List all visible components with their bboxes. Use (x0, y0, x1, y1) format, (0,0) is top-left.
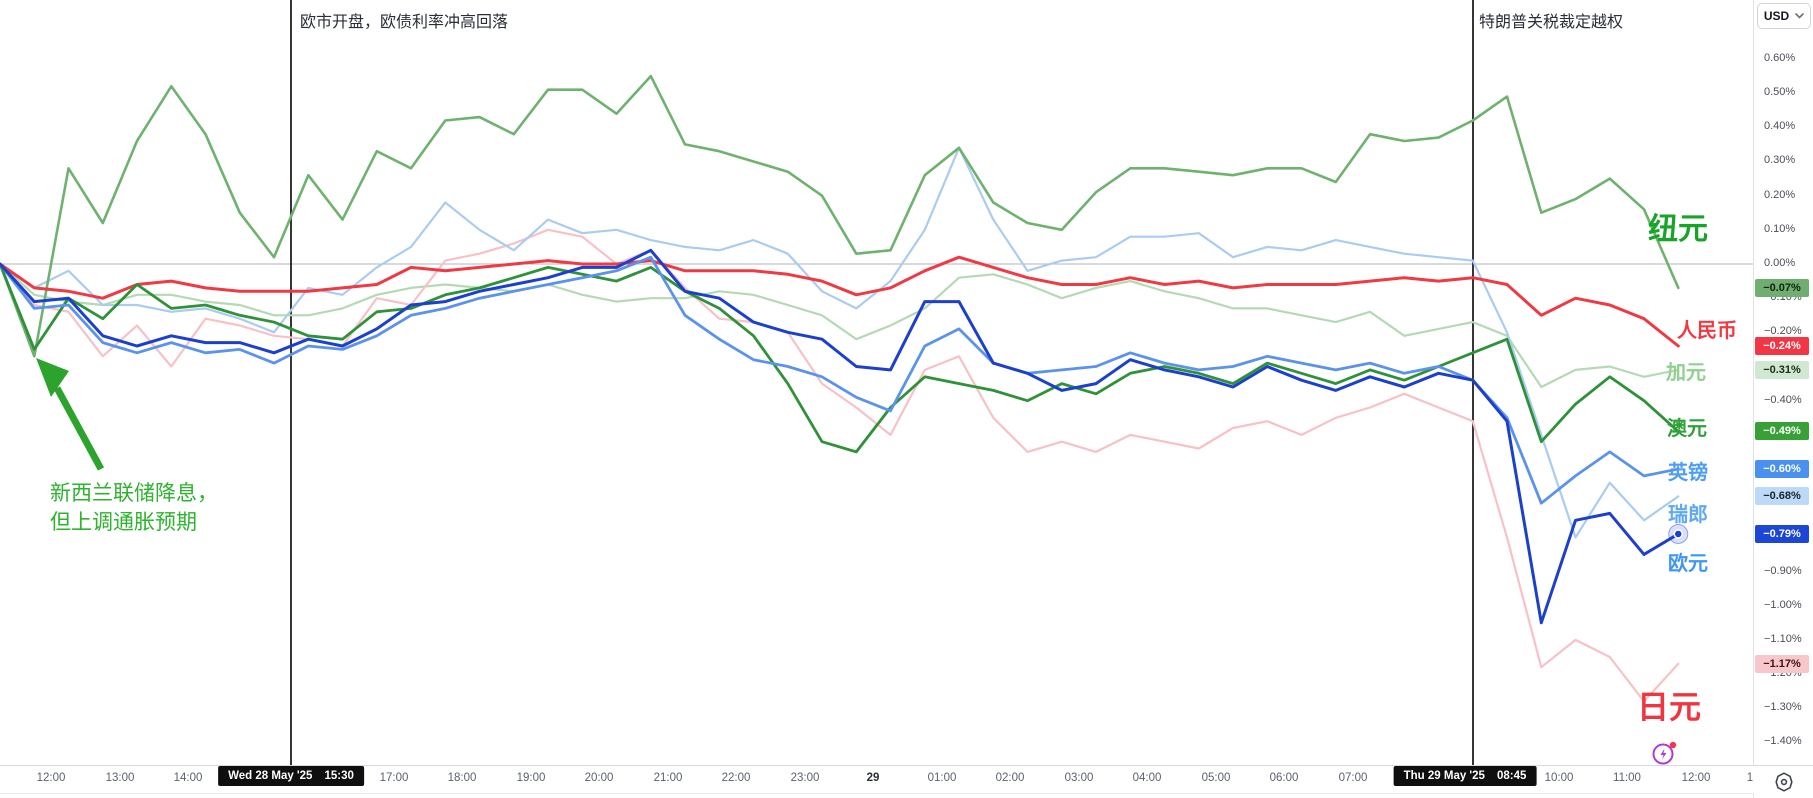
series-line-gbp[interactable] (0, 255, 1680, 505)
series-line-cad[interactable] (0, 262, 1680, 389)
series-line-jpy[interactable] (0, 228, 1680, 703)
quote-currency-dropdown[interactable]: USD (1757, 3, 1811, 29)
time-label: 01:00 (927, 772, 957, 784)
time-label: 14:00 (173, 772, 203, 784)
currency-label-eur: 欧元 (1668, 553, 1708, 575)
time-label: 12:00 (1681, 772, 1711, 784)
currency-label-aud: 澳元 (1667, 418, 1707, 440)
arrow-head-icon (36, 358, 69, 397)
last-value-badge-aud: −0.49% (1755, 422, 1809, 441)
price-tick-label: 0.00% (1764, 257, 1796, 269)
time-label: 18:00 (447, 772, 477, 784)
price-tick-label: −1.30% (1764, 701, 1802, 714)
series-line-cny[interactable] (0, 255, 1680, 348)
time-label: 1 (1746, 772, 1754, 784)
price-tick-label: −1.40% (1764, 735, 1802, 748)
flash-replay-icon[interactable] (1650, 738, 1680, 773)
series-line-eur[interactable] (0, 248, 1680, 625)
time-label: 06:00 (1269, 772, 1299, 784)
currency-label-cad: 加元 (1666, 362, 1706, 384)
time-label: 20:00 (584, 772, 614, 784)
eur-last-point-marker[interactable] (1673, 529, 1683, 539)
time-label: 05:00 (1201, 772, 1231, 784)
annotation-rbnz-note: 新西兰联储降息， 但上调通胀预期 (50, 480, 218, 538)
price-tick-label: −1.00% (1764, 598, 1802, 611)
price-tick-label: −0.40% (1764, 393, 1802, 406)
session-open-badge: Thu 29 May '25 08:45 (1393, 766, 1537, 786)
time-label: 03:00 (1064, 772, 1094, 784)
price-tick-label: −0.20% (1764, 325, 1802, 338)
session-badge-time: 15:30 (324, 770, 354, 782)
quote-currency-label: USD (1763, 9, 1790, 23)
time-label: 13:00 (105, 772, 135, 784)
time-label: 12:00 (36, 772, 66, 784)
session-open-badge: Wed 28 May '25 15:30 (218, 766, 364, 786)
gear-icon[interactable] (1773, 771, 1795, 793)
time-label: 07:00 (1338, 772, 1368, 784)
price-axis-separator (1753, 0, 1754, 798)
time-label: 11:00 (1613, 772, 1641, 784)
currency-label-gbp: 英镑 (1668, 462, 1708, 484)
time-label: 21:00 (653, 772, 683, 784)
last-value-badge-eur: −0.79% (1755, 524, 1809, 543)
currency-label-nzd: 纽元 (1648, 213, 1708, 246)
price-tick-label: 0.20% (1764, 188, 1796, 201)
series-line-aud[interactable] (0, 262, 1680, 454)
currency-label-chf: 瑞郎 (1668, 504, 1708, 526)
time-label: 04:00 (1132, 772, 1162, 784)
last-value-badge-gbp: −0.60% (1755, 460, 1809, 479)
time-label: 19:00 (516, 772, 546, 784)
session-badge-time: 08:45 (1496, 770, 1527, 782)
time-label: 17:00 (379, 772, 409, 784)
currency-label-cny: 人民币 (1677, 320, 1737, 342)
time-label: 29 (866, 772, 880, 784)
chevron-down-icon (1795, 13, 1804, 19)
price-tick-label: 0.40% (1764, 120, 1796, 133)
session-badge-date: Thu 29 May '25 (1403, 770, 1485, 782)
last-value-badge-nzd: −0.07% (1755, 278, 1809, 297)
price-tick-label: 0.10% (1764, 222, 1796, 235)
price-tick-label: 0.50% (1764, 86, 1796, 99)
price-tick-label: −0.90% (1764, 564, 1802, 577)
annotation-europe-open: 欧市开盘，欧债利率冲高回落 (300, 14, 509, 31)
series-line-nzd[interactable] (0, 74, 1680, 358)
arrow-shaft (53, 386, 105, 471)
time-label: 23:00 (790, 772, 820, 784)
axis-settings-corner[interactable] (1754, 766, 1813, 798)
last-value-badge-cny: −0.24% (1755, 337, 1809, 355)
session-badge-date: Wed 28 May '25 (228, 770, 313, 782)
annotation-trump-tariff: 特朗普关税裁定越权 (1479, 14, 1624, 31)
price-tick-label: −1.10% (1764, 632, 1802, 645)
price-tick-label: 0.60% (1764, 51, 1796, 64)
time-label: 02:00 (995, 772, 1025, 784)
last-value-badge-chf: −0.68% (1755, 487, 1809, 506)
last-value-badge-cad: −0.31% (1755, 360, 1809, 379)
series-line-chf[interactable] (0, 146, 1680, 539)
last-value-badge-jpy: −1.17% (1755, 654, 1809, 673)
time-label: 10:00 (1544, 772, 1574, 784)
price-tick-label: 0.30% (1764, 154, 1796, 167)
currency-label-jpy: 日元 (1637, 689, 1702, 725)
time-label: 22:00 (721, 772, 751, 784)
rbnz-note-line2: 但上调通胀预期 (50, 510, 197, 534)
rbnz-note-line1: 新西兰联储降息， (50, 482, 218, 505)
